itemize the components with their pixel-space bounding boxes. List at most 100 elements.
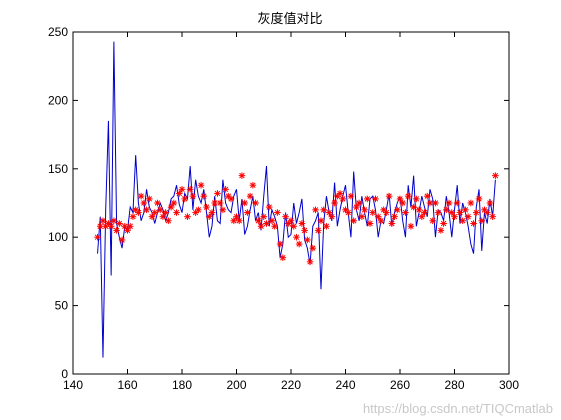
data-point (492, 172, 499, 179)
data-point (331, 199, 338, 207)
y-tick-label: 100 (48, 230, 68, 244)
data-point (121, 222, 129, 230)
series-markers (94, 172, 499, 266)
data-point (227, 195, 235, 203)
data-point (167, 203, 175, 211)
data-point (323, 222, 330, 230)
data-point (208, 209, 216, 216)
data-point (178, 186, 186, 193)
data-point (222, 186, 229, 193)
data-point (347, 192, 355, 200)
data-point (276, 240, 284, 248)
data-point (402, 209, 409, 216)
data-point (383, 209, 390, 216)
data-point (448, 209, 456, 216)
data-point (391, 213, 398, 220)
x-tick-label: 200 (226, 378, 246, 392)
data-point (94, 233, 101, 241)
data-point (140, 199, 148, 207)
data-point (353, 203, 360, 211)
data-point (475, 195, 483, 203)
data-point (423, 192, 431, 200)
data-point (399, 199, 407, 207)
data-point (186, 186, 194, 193)
data-point (293, 233, 300, 241)
data-point (265, 203, 273, 211)
data-point (339, 195, 347, 203)
data-point (279, 254, 287, 262)
data-point (165, 217, 172, 225)
data-point (241, 199, 248, 207)
data-point (429, 217, 436, 225)
data-point (314, 227, 322, 234)
data-point (197, 181, 205, 189)
data-point (453, 199, 461, 207)
data-point (467, 199, 475, 207)
data-point (118, 236, 126, 244)
data-point (432, 199, 439, 207)
y-tick-label: 250 (48, 25, 68, 39)
x-tick-label: 260 (390, 378, 410, 392)
data-point (184, 213, 191, 220)
data-point (312, 206, 319, 214)
data-point (317, 217, 325, 225)
data-point (421, 209, 428, 216)
data-point (156, 206, 164, 214)
data-point (200, 192, 208, 200)
data-point (396, 195, 404, 203)
data-point (116, 220, 123, 227)
data-point (320, 206, 327, 214)
data-point (124, 227, 131, 234)
chart-title: 灰度值对比 (257, 11, 322, 27)
data-point (135, 209, 142, 216)
data-point (205, 213, 213, 220)
data-point (459, 217, 466, 225)
data-point (451, 213, 458, 220)
data-point (159, 213, 167, 220)
watermark: https://blog.csdn.net/TIQCmatlab (363, 401, 553, 416)
data-point (306, 258, 314, 266)
data-point (372, 195, 379, 203)
data-point (434, 209, 442, 216)
data-point (249, 181, 257, 189)
data-point (478, 217, 486, 225)
data-point (154, 199, 161, 207)
data-point (473, 209, 480, 216)
data-point (257, 222, 265, 230)
data-point (464, 213, 472, 220)
data-point (486, 199, 494, 207)
data-point (358, 213, 366, 220)
data-point (298, 220, 306, 227)
data-point (274, 209, 281, 216)
data-point (415, 206, 423, 214)
data-point (336, 190, 344, 197)
data-point (195, 206, 202, 214)
data-point (173, 209, 180, 216)
data-point (404, 192, 412, 200)
x-tick-label: 160 (117, 378, 137, 392)
data-point (181, 195, 189, 203)
data-point (244, 209, 251, 216)
x-tick-label: 280 (444, 378, 464, 392)
data-point (143, 206, 150, 214)
axis-ticks: 140 160 180 200 220 240 260 280 300 0 50 100 150 200 2… (48, 25, 519, 392)
data-point (407, 222, 415, 230)
data-point (99, 217, 107, 225)
data-point (350, 217, 357, 225)
data-point (309, 244, 317, 252)
data-point (369, 209, 377, 216)
data-point (304, 236, 311, 244)
data-point (151, 209, 159, 216)
data-point (385, 192, 393, 200)
data-point (216, 199, 224, 207)
data-point (361, 206, 368, 214)
data-point (462, 206, 469, 214)
data-point (295, 240, 303, 248)
data-point (445, 199, 453, 207)
data-point (126, 222, 134, 230)
data-point (137, 192, 145, 200)
data-point (470, 220, 477, 227)
data-point (355, 199, 363, 207)
y-tick-label: 200 (48, 93, 68, 107)
data-point (388, 220, 396, 227)
